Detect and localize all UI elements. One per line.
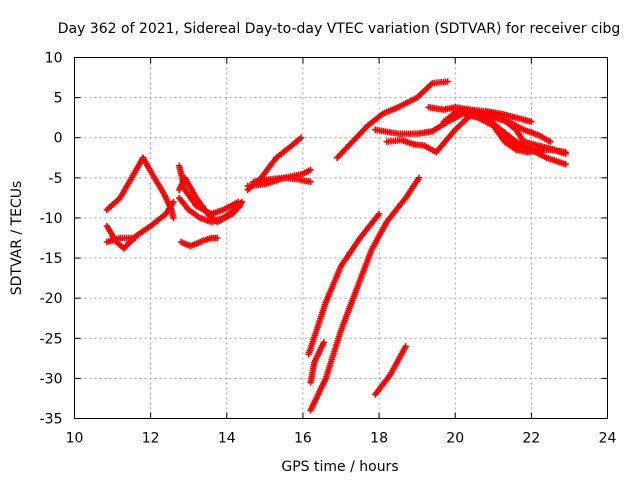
chart-title: Day 362 of 2021, Sidereal Day-to-day VTE… (58, 21, 621, 37)
data-point (402, 343, 409, 350)
x-tick-label: 14 (218, 431, 236, 447)
x-tick-label: 22 (522, 431, 540, 447)
y-tick-label: 0 (54, 131, 63, 147)
series-track-21 (452, 106, 569, 157)
axis-ticks (74, 57, 608, 419)
x-axis-title: GPS time / hours (281, 459, 398, 475)
y-tick-label: 5 (54, 91, 63, 107)
y-tick-label: -25 (40, 331, 63, 347)
y-tick-label: 10 (45, 51, 63, 67)
data-point (170, 214, 177, 222)
y-tick-labels: 10 5 0 -5 -10 -15 -20 -25 -30 -35 (40, 51, 63, 428)
series-track-7 (177, 234, 221, 250)
series-track-12 (305, 210, 383, 358)
data-point (307, 166, 314, 174)
y-axis-title: SDTVAR / TECUs (9, 181, 25, 296)
x-tick-label: 24 (599, 431, 617, 447)
data-point (214, 234, 221, 242)
data-point (132, 234, 139, 242)
data-point (562, 150, 569, 157)
y-tick-label: -30 (40, 371, 63, 387)
x-tick-labels: 10 12 14 16 18 20 22 24 (66, 431, 617, 447)
data-point (238, 198, 246, 206)
series-track-11 (250, 174, 314, 186)
y-tick-label: -20 (40, 291, 63, 307)
y-tick-label: -35 (40, 412, 63, 428)
data-point (562, 160, 569, 168)
data-point (170, 198, 177, 206)
series-track-1 (103, 154, 147, 214)
x-tick-label: 16 (294, 431, 312, 447)
series-track-8 (175, 194, 246, 226)
data-point (444, 78, 451, 85)
series-track-3 (103, 198, 177, 252)
data-point (375, 210, 383, 218)
data-points (103, 78, 569, 414)
y-tick-label: -5 (49, 171, 63, 187)
x-tick-label: 18 (370, 431, 388, 447)
data-point (307, 178, 314, 186)
series-track-16 (333, 78, 451, 161)
series-track-14 (307, 174, 423, 414)
x-tick-label: 12 (142, 431, 160, 447)
x-tick-label: 20 (446, 431, 464, 447)
data-point (539, 146, 546, 153)
y-tick-label: -15 (40, 251, 63, 267)
series-track-13 (307, 339, 328, 386)
data-point (547, 138, 554, 145)
data-point (415, 174, 423, 182)
data-point (528, 118, 535, 125)
plot-frame (74, 57, 608, 419)
data-point (320, 339, 328, 346)
series-track-15 (372, 343, 409, 398)
grid-lines (74, 57, 608, 419)
y-tick-label: -10 (40, 211, 63, 227)
series-track-2 (139, 154, 177, 222)
series-track-22 (474, 110, 546, 156)
series-track-4 (103, 234, 139, 246)
x-tick-label: 10 (66, 431, 84, 447)
data-point (297, 134, 305, 141)
